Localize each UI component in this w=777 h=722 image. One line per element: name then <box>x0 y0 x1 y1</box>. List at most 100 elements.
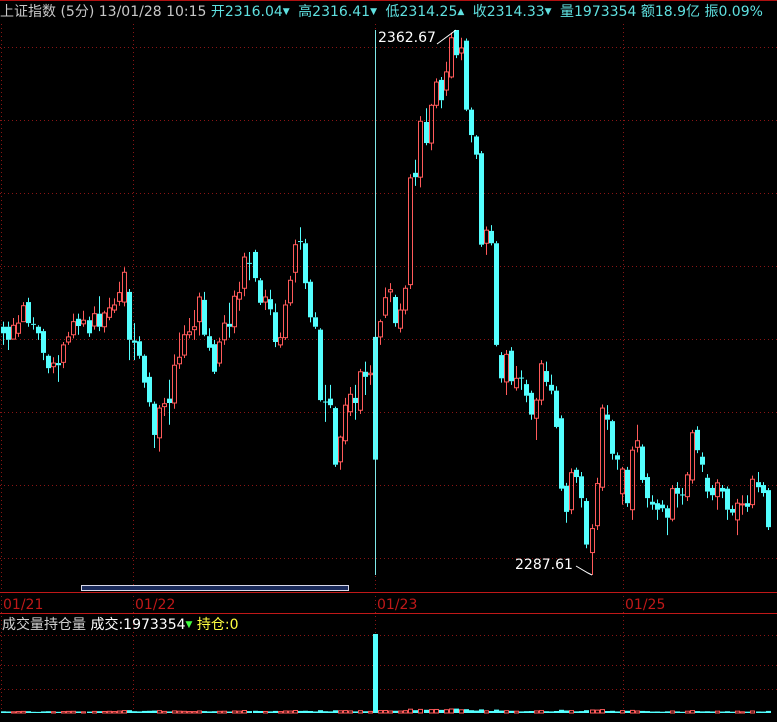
volume-bar <box>469 710 474 713</box>
candle-body-up <box>81 319 86 325</box>
volume-bar <box>735 710 740 714</box>
candle <box>87 316 92 337</box>
candle-body-up <box>740 503 745 506</box>
candle-body-down <box>313 317 318 327</box>
volume-bar <box>333 710 338 713</box>
volume-bar <box>590 709 595 714</box>
volume-label: 成交:1973354 <box>90 617 186 633</box>
candle <box>258 278 263 305</box>
candle <box>640 444 645 483</box>
candle <box>36 325 41 340</box>
candle-body-up <box>595 483 600 527</box>
volume-bar <box>650 711 655 713</box>
volume-bar <box>71 710 76 714</box>
volume-bar <box>504 710 509 714</box>
volume-bar <box>162 710 167 714</box>
candle <box>574 467 579 483</box>
candle-body-up <box>182 334 187 356</box>
candle-body-up <box>51 362 56 368</box>
candle-body-down <box>87 320 92 334</box>
volume-bar <box>268 711 273 713</box>
volume-bar <box>519 711 524 713</box>
candle-body-up <box>112 304 117 311</box>
candle <box>187 318 192 339</box>
volume-bar <box>288 710 293 714</box>
candle-body-down <box>610 421 615 454</box>
candle <box>132 323 137 361</box>
candle-body-up <box>358 371 363 411</box>
candle-body-up <box>222 322 227 341</box>
volume-bar <box>76 711 81 713</box>
scrollbar[interactable] <box>81 585 349 591</box>
candle <box>695 426 700 454</box>
candle-body-down <box>31 323 36 325</box>
open-interest-label: 持仓:0 <box>196 617 239 633</box>
date-label-0125: 01/25 <box>625 597 666 613</box>
candle <box>202 291 207 337</box>
volume-bar <box>756 711 761 713</box>
candle-body-down <box>665 508 670 518</box>
candle <box>92 306 97 330</box>
candle-body-down <box>413 172 418 178</box>
candle-body-down <box>710 487 715 496</box>
volume-bar <box>11 711 16 714</box>
candle-body-down <box>97 313 102 327</box>
candle <box>725 486 730 520</box>
candle <box>363 361 368 396</box>
candle-body-up <box>620 468 625 495</box>
candle <box>16 315 21 337</box>
volume-bar <box>610 710 615 713</box>
volume-panel-title[interactable]: 成交量持仓量 <box>2 617 86 633</box>
candle-body-down <box>650 501 655 505</box>
candle <box>479 151 484 247</box>
volume-bar <box>625 710 630 713</box>
candle <box>645 473 650 508</box>
volume-bar <box>761 711 766 713</box>
candle <box>544 361 549 387</box>
candle <box>6 321 11 350</box>
candle <box>353 384 358 420</box>
candle <box>680 487 685 505</box>
candle <box>368 365 373 385</box>
volume-bar <box>479 709 484 713</box>
volume-bar <box>494 709 499 713</box>
volume-bar <box>117 710 122 714</box>
candle-body-up <box>459 47 464 54</box>
candle <box>157 405 162 452</box>
candle <box>514 365 519 391</box>
candle <box>268 289 273 316</box>
volume-bar <box>207 711 212 713</box>
volume-bar <box>358 710 363 714</box>
candle-body-down <box>41 331 46 353</box>
candle-body-down <box>695 429 700 451</box>
volume-bar <box>524 711 529 713</box>
candle <box>152 401 157 449</box>
volume-bar <box>464 709 469 713</box>
arrow-down-icon: ▼ <box>544 7 552 17</box>
candle <box>46 354 51 374</box>
candle-body-up <box>590 528 595 554</box>
candle-body-up <box>690 432 695 481</box>
candle <box>650 495 655 510</box>
max-label-leader <box>436 29 457 45</box>
period-label[interactable]: (5分) <box>60 4 95 20</box>
min-label-leader <box>575 565 593 576</box>
candle-body-up <box>117 292 122 302</box>
candle-body-up <box>122 271 127 303</box>
candle-body-up <box>242 256 247 289</box>
volume-bar <box>132 711 137 713</box>
candle <box>670 485 675 522</box>
candle-body-down <box>132 340 137 343</box>
candle <box>408 174 413 289</box>
candle-body-down <box>424 121 429 144</box>
volume-bar <box>192 711 197 714</box>
volume-bar <box>539 710 544 714</box>
candle <box>273 303 278 348</box>
candle <box>81 310 86 327</box>
candle-body-up <box>21 305 26 323</box>
volume-bar <box>705 711 710 713</box>
volume-bar <box>107 710 112 714</box>
candle-body-down <box>564 485 569 512</box>
candle <box>615 452 620 470</box>
